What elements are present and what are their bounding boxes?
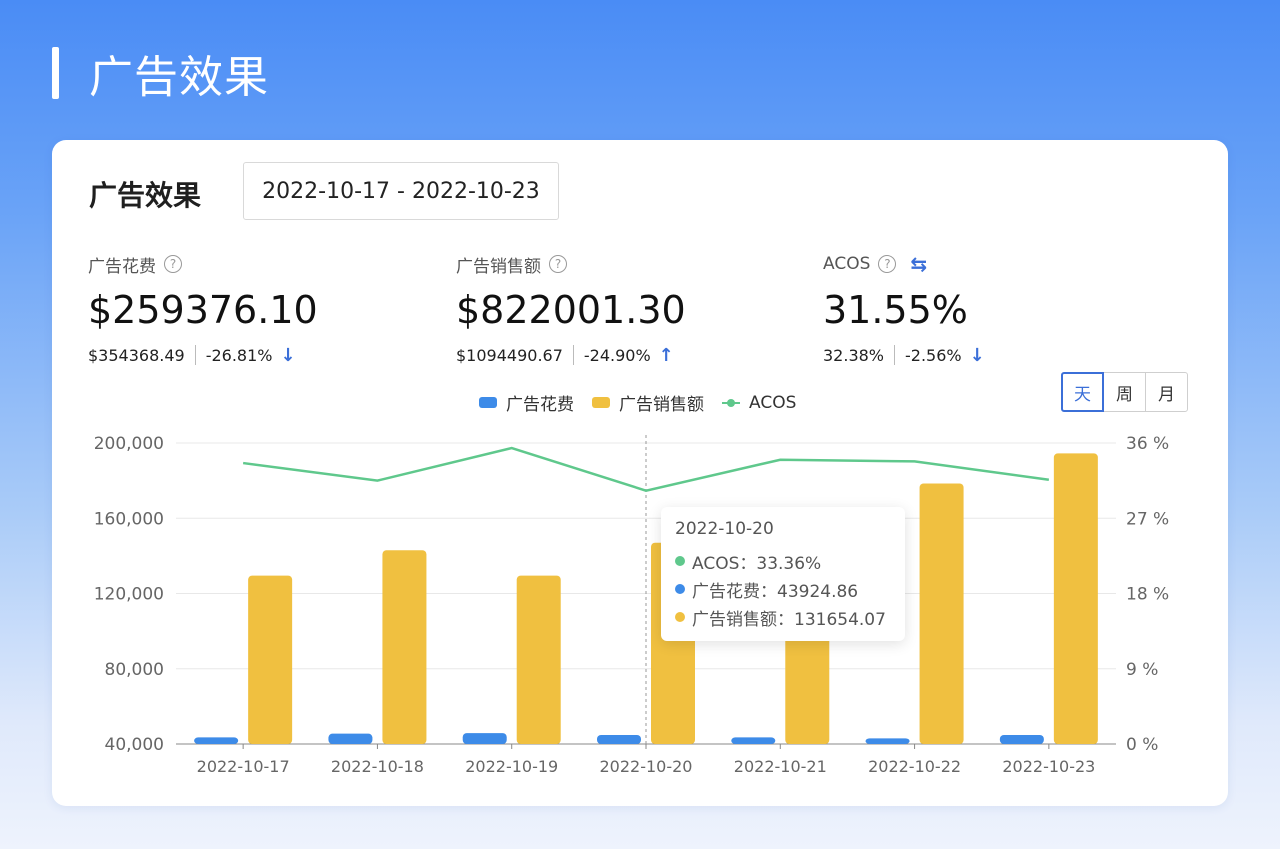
metric-ad-sales: 广告销售额 ? $822001.30 $1094490.67 -24.90% ↑ — [456, 252, 686, 366]
divider — [194, 345, 196, 365]
tooltip-text: 广告花费：43924.86 — [692, 581, 859, 602]
tooltip-dot — [675, 612, 685, 622]
x-tick-label: 2022-10-23 — [1002, 757, 1095, 776]
tooltip-dot — [675, 556, 685, 566]
granularity-toggle: 天 周 月 — [1061, 372, 1188, 412]
y-right-tick-label: 36 % — [1126, 434, 1169, 454]
page-header: 广告效果 — [52, 46, 269, 103]
y-right-tick-label: 9 % — [1126, 660, 1158, 680]
granularity-week-button[interactable]: 周 — [1103, 372, 1146, 412]
tooltip-row: 广告销售额：131654.07 — [675, 603, 891, 631]
chart-legend: 广告花费 广告销售额 ACOS — [479, 390, 814, 415]
legend-swatch — [479, 397, 497, 408]
y-left-tick-label: 160,000 — [94, 509, 164, 529]
line-acos — [242, 446, 1050, 492]
metric-value: $259376.10 — [88, 288, 318, 332]
divider — [894, 345, 896, 365]
divider — [572, 345, 574, 365]
bar-ad-spend — [999, 734, 1044, 744]
metric-label: 广告花费 — [88, 256, 156, 277]
date-range-picker[interactable]: 2022-10-17 - 2022-10-23 — [243, 162, 559, 220]
tooltip-row: ACOS：33.36% — [675, 547, 891, 575]
combo-chart[interactable]: 200,000 36 % 160,000 27 % 120,000 18 % 80,000 9… — [52, 140, 1228, 806]
arrow-up-icon: ↑ — [658, 344, 674, 366]
tooltip-row: 广告花费：43924.86 — [675, 575, 891, 603]
legend-item-ad-sales[interactable]: 广告销售额 — [592, 390, 704, 415]
bar-ad-sales — [919, 483, 964, 744]
bar-ad-spend — [328, 733, 373, 744]
y-right-tick-label: 18 % — [1126, 585, 1169, 605]
x-tick-label: 2022-10-19 — [465, 757, 558, 776]
y-right-tick-label: 27 % — [1126, 509, 1169, 529]
page-title: 广告效果 — [89, 52, 269, 103]
help-icon[interactable]: ? — [164, 255, 182, 273]
y-right-tick-label: 0 % — [1126, 735, 1158, 755]
metric-previous-value: $1094490.67 — [456, 345, 563, 365]
legend-label: 广告销售额 — [619, 395, 704, 415]
metric-ad-spend: 广告花费 ? $259376.10 $354368.49 -26.81% ↓ — [88, 252, 318, 366]
metric-change: -2.56% — [905, 345, 962, 365]
x-tick-label: 2022-10-20 — [600, 757, 693, 776]
tooltip-text: ACOS：33.36% — [692, 553, 822, 574]
arrow-down-icon: ↓ — [969, 344, 985, 366]
tooltip-text: 广告销售额：131654.07 — [692, 609, 886, 630]
tooltip-date: 2022-10-20 — [675, 519, 774, 539]
bar-ad-sales — [248, 575, 293, 744]
y-left-tick-label: 40,000 — [105, 735, 164, 755]
granularity-day-button[interactable]: 天 — [1061, 372, 1104, 412]
legend-label: ACOS — [749, 392, 797, 413]
metric-label: 广告销售额 — [456, 256, 541, 277]
metric-value: $822001.30 — [456, 288, 686, 332]
help-icon[interactable]: ? — [878, 255, 897, 273]
legend-swatch — [722, 398, 740, 407]
metric-change: -24.90% — [583, 345, 651, 365]
bar-ad-sales — [516, 575, 561, 744]
x-tick-label: 2022-10-21 — [734, 757, 827, 776]
metric-label: ACOS — [823, 254, 871, 274]
x-tick-label: 2022-10-17 — [197, 757, 290, 776]
arrow-down-icon: ↓ — [280, 344, 296, 366]
chart-tooltip: 2022-10-20 ACOS：33.36% 广告花费：43924.86 广告销… — [661, 507, 905, 641]
metric-previous-value: $354368.49 — [88, 345, 185, 365]
x-tick-label: 2022-10-18 — [331, 757, 424, 776]
bar-ad-spend — [865, 738, 910, 744]
granularity-month-button[interactable]: 月 — [1145, 372, 1188, 412]
bar-ad-spend — [462, 733, 507, 744]
swap-icon[interactable]: ⇆ — [910, 252, 928, 276]
legend-item-acos[interactable]: ACOS — [722, 393, 796, 413]
metric-change: -26.81% — [205, 345, 273, 365]
metric-value: 31.55% — [823, 288, 968, 332]
y-left-tick-label: 200,000 — [94, 434, 164, 454]
bar-ad-spend — [597, 734, 641, 744]
bar-ad-sales — [1053, 453, 1098, 744]
legend-item-ad-spend[interactable]: 广告花费 — [479, 390, 574, 415]
card-title: 广告效果 — [89, 179, 202, 212]
y-left-tick-label: 120,000 — [94, 585, 164, 605]
x-tick-label: 2022-10-22 — [868, 757, 961, 776]
legend-swatch — [592, 397, 610, 408]
header-accent-bar — [52, 47, 59, 99]
ad-performance-card: 广告效果 2022-10-17 - 2022-10-23 广告花费 ? $259… — [52, 140, 1228, 806]
legend-label: 广告花费 — [506, 395, 574, 415]
bar-ad-spend — [731, 737, 776, 744]
tooltip-dot — [675, 584, 685, 594]
help-icon[interactable]: ? — [549, 255, 567, 273]
metric-acos: ACOS ? ⇆ 31.55% 32.38% -2.56% ↓ — [823, 252, 985, 366]
bar-ad-sales — [382, 550, 427, 744]
metric-previous-value: 32.38% — [823, 345, 885, 365]
y-left-tick-label: 80,000 — [105, 660, 164, 680]
bar-ad-spend — [194, 737, 239, 744]
